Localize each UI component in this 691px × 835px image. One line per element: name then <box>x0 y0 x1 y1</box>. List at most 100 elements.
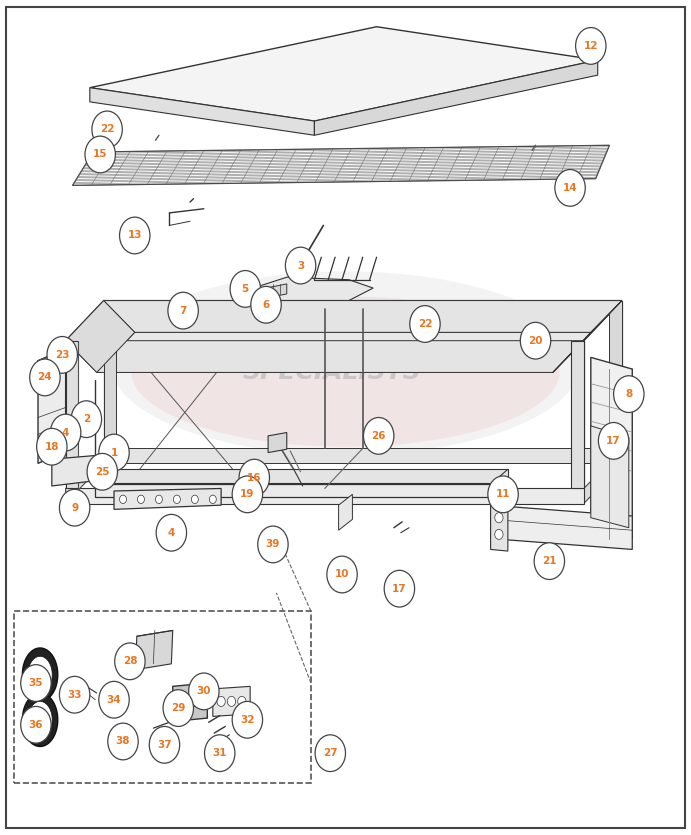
Circle shape <box>285 247 316 284</box>
Circle shape <box>50 414 81 451</box>
Circle shape <box>205 735 235 772</box>
Polygon shape <box>584 448 622 504</box>
Polygon shape <box>22 648 58 701</box>
Text: 13: 13 <box>128 230 142 240</box>
Polygon shape <box>95 484 491 497</box>
Circle shape <box>212 689 216 694</box>
Polygon shape <box>491 488 508 551</box>
Circle shape <box>495 496 503 506</box>
Circle shape <box>555 170 585 206</box>
Circle shape <box>217 696 225 706</box>
Polygon shape <box>66 448 104 504</box>
Circle shape <box>238 696 246 706</box>
Circle shape <box>59 489 90 526</box>
Circle shape <box>315 735 346 772</box>
Text: 36: 36 <box>29 720 43 730</box>
Text: 37: 37 <box>157 740 172 750</box>
Text: 27: 27 <box>323 748 338 758</box>
Text: 39: 39 <box>266 539 280 549</box>
Text: 26: 26 <box>372 431 386 441</box>
Text: 21: 21 <box>542 556 556 566</box>
Circle shape <box>99 681 129 718</box>
Polygon shape <box>52 455 100 486</box>
Circle shape <box>138 495 144 504</box>
Text: SPECIALISTS: SPECIALISTS <box>243 360 421 383</box>
Text: 16: 16 <box>247 473 261 483</box>
Text: 11: 11 <box>496 489 510 499</box>
Text: 22: 22 <box>418 319 432 329</box>
Circle shape <box>191 495 198 504</box>
Circle shape <box>614 376 644 412</box>
Text: 6: 6 <box>263 300 269 310</box>
Circle shape <box>156 514 187 551</box>
Polygon shape <box>114 488 221 509</box>
Polygon shape <box>73 145 609 185</box>
Circle shape <box>120 217 150 254</box>
Circle shape <box>99 434 129 471</box>
Circle shape <box>163 690 193 726</box>
Polygon shape <box>104 448 622 463</box>
Circle shape <box>327 556 357 593</box>
Circle shape <box>87 453 117 490</box>
Ellipse shape <box>131 296 560 447</box>
Circle shape <box>85 136 115 173</box>
Polygon shape <box>104 301 116 448</box>
Text: 18: 18 <box>45 442 59 452</box>
Polygon shape <box>66 341 78 488</box>
Text: 20: 20 <box>529 336 542 346</box>
Polygon shape <box>114 469 508 483</box>
Circle shape <box>207 682 211 687</box>
Text: 19: 19 <box>240 489 254 499</box>
Text: 38: 38 <box>116 736 130 746</box>
Circle shape <box>115 643 145 680</box>
Polygon shape <box>66 301 135 372</box>
Text: 4: 4 <box>168 528 175 538</box>
Text: 15: 15 <box>93 149 107 159</box>
Circle shape <box>21 665 51 701</box>
Text: 34: 34 <box>106 695 122 705</box>
Circle shape <box>108 723 138 760</box>
Polygon shape <box>339 494 352 530</box>
Polygon shape <box>591 426 629 528</box>
Text: 32: 32 <box>240 715 254 725</box>
Circle shape <box>59 676 90 713</box>
Circle shape <box>207 696 211 701</box>
Circle shape <box>30 359 60 396</box>
Text: 8: 8 <box>625 389 632 399</box>
Polygon shape <box>266 284 287 298</box>
Circle shape <box>92 111 122 148</box>
Circle shape <box>520 322 551 359</box>
Polygon shape <box>22 693 58 746</box>
Polygon shape <box>28 701 53 738</box>
Ellipse shape <box>111 271 580 455</box>
Circle shape <box>534 543 565 579</box>
Circle shape <box>207 689 211 694</box>
Polygon shape <box>213 686 250 716</box>
Circle shape <box>232 701 263 738</box>
Circle shape <box>488 476 518 513</box>
Text: 1: 1 <box>111 448 117 458</box>
Circle shape <box>251 286 281 323</box>
Text: 9: 9 <box>71 503 78 513</box>
Text: 23: 23 <box>55 350 69 360</box>
Text: 12: 12 <box>584 41 598 51</box>
Circle shape <box>258 526 288 563</box>
Polygon shape <box>66 488 584 504</box>
Circle shape <box>209 495 216 504</box>
Polygon shape <box>553 301 622 372</box>
Text: 33: 33 <box>68 690 82 700</box>
Circle shape <box>71 401 102 438</box>
Text: 5: 5 <box>242 284 249 294</box>
Circle shape <box>212 696 216 701</box>
Text: 29: 29 <box>171 703 185 713</box>
Polygon shape <box>591 357 632 539</box>
Text: 24: 24 <box>37 372 53 382</box>
Text: 30: 30 <box>197 686 211 696</box>
Circle shape <box>21 706 51 743</box>
Circle shape <box>37 428 67 465</box>
Circle shape <box>363 418 394 454</box>
Text: 17: 17 <box>606 436 621 446</box>
Text: 25: 25 <box>95 467 109 477</box>
Polygon shape <box>491 505 632 549</box>
Circle shape <box>495 529 503 539</box>
